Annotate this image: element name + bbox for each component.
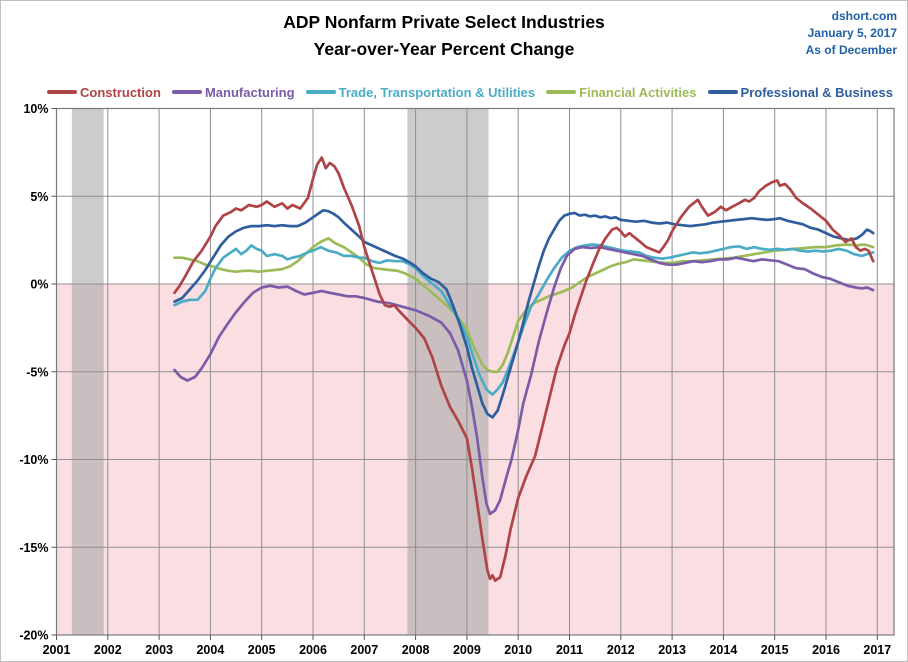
chart-title-line-2: Year-over-Year Percent Change [313, 39, 575, 59]
x-tick-label: 2003 [145, 643, 173, 657]
legend-label: Manufacturing [204, 84, 295, 100]
y-tick-label: 0% [30, 278, 48, 292]
x-tick-label: 2008 [402, 643, 430, 657]
x-tick-label: 2011 [556, 643, 583, 657]
legend-label: Professional & Business [740, 84, 893, 100]
chart-title-line-1: ADP Nonfarm Private Select Industries [283, 12, 605, 32]
y-tick-label: -10% [19, 453, 48, 467]
x-tick-label: 2006 [299, 643, 327, 657]
legend-item-financial-activities: Financial Activities [546, 85, 696, 100]
legend-swatch-manufacturing [171, 90, 202, 94]
x-tick-label: 2015 [761, 643, 789, 657]
x-tick-label: 2017 [863, 643, 891, 657]
legend-swatch-professional-business [707, 90, 738, 94]
x-tick-label: 2001 [43, 643, 71, 657]
source-attribution-block: dshort.com January 5, 2017 As of Decembe… [806, 8, 897, 59]
x-tick-label: 2014 [709, 643, 737, 657]
legend-item-trade-transportation-utilities: Trade, Transportation & Utilities [305, 84, 536, 100]
legend-swatch-trade-transportation-utilities [305, 90, 336, 94]
series-line-construction [173, 156, 875, 582]
source-site-label: dshort.com [831, 9, 897, 23]
legend-swatch-construction [47, 90, 77, 94]
x-tick-label: 2009 [453, 643, 481, 657]
x-tick-label: 2005 [248, 643, 276, 657]
x-tick-label: 2007 [350, 643, 378, 657]
legend-item-construction: Construction [47, 85, 161, 100]
legend-item-manufacturing: Manufacturing [171, 84, 295, 100]
x-tick-label: 2010 [504, 643, 532, 657]
series-line-trade-transportation-utilities [173, 243, 875, 396]
series-line-professional-business [173, 208, 875, 419]
x-tick-label: 2012 [607, 643, 635, 657]
y-tick-label: 5% [30, 190, 48, 204]
legend-swatch-financial-activities [546, 90, 577, 94]
x-tick-label: 2004 [196, 643, 224, 657]
x-tick-label: 2013 [658, 643, 686, 657]
legend: Construction Manufacturing Trade, Transpor… [47, 83, 893, 101]
chart-title: ADP Nonfarm Private Select Industries Ye… [121, 9, 767, 63]
series-line-manufacturing [173, 245, 875, 516]
legend-label: Trade, Transportation & Utilities [338, 84, 536, 100]
y-tick-label: -20% [19, 629, 48, 643]
legend-item-professional-business: Professional & Business [707, 84, 893, 100]
as-of-label: As of December [805, 43, 897, 57]
x-tick-label: 2016 [812, 643, 840, 657]
y-tick-label: -15% [19, 541, 48, 555]
legend-label: Construction [80, 84, 161, 100]
x-tick-label: 2002 [94, 643, 122, 657]
y-tick-label: 10% [23, 102, 48, 116]
y-tick-label: -5% [26, 365, 48, 379]
publish-date-label: January 5, 2017 [807, 26, 897, 40]
legend-label: Financial Activities [579, 84, 697, 100]
